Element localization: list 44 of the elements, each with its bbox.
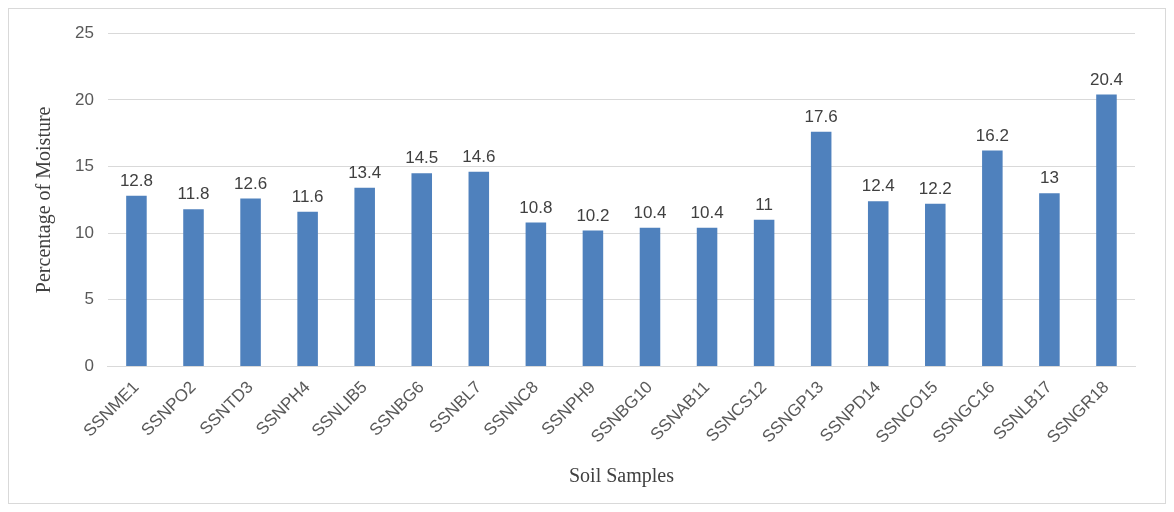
data-label: 10.2	[576, 205, 610, 225]
data-label: 11.8	[177, 184, 210, 204]
y-tick-label: 20	[74, 89, 94, 109]
bar	[1039, 193, 1060, 366]
bar	[982, 150, 1003, 366]
data-label: 10.4	[690, 203, 724, 223]
data-label: 14.6	[462, 147, 496, 167]
data-label: 13.4	[348, 163, 382, 183]
bar	[582, 230, 604, 366]
y-tick-label: 10	[74, 222, 94, 242]
y-tick-label: 25	[74, 22, 94, 42]
bar	[126, 195, 147, 366]
data-label: 11	[755, 195, 773, 215]
bar	[411, 173, 433, 366]
y-tick-label: 15	[74, 156, 94, 176]
bar	[810, 131, 832, 366]
bar	[753, 219, 775, 366]
bar	[867, 201, 889, 366]
bar	[696, 227, 718, 366]
data-label: 10.8	[519, 197, 553, 217]
data-label: 11.6	[291, 187, 324, 207]
data-label: 10.4	[633, 203, 667, 223]
y-tick-label: 5	[84, 289, 94, 309]
y-tick-label: 0	[84, 356, 94, 376]
bar	[354, 187, 375, 366]
data-label: 16.2	[975, 125, 1009, 145]
data-label: 12.4	[861, 176, 895, 196]
bar	[639, 227, 661, 366]
data-label: 12.8	[119, 171, 153, 191]
data-label: 20.4	[1089, 69, 1124, 89]
bar	[240, 198, 261, 366]
data-label: 12.6	[234, 173, 268, 193]
data-label: 13	[1039, 168, 1059, 188]
bar	[297, 211, 318, 366]
bar	[468, 171, 490, 366]
data-label: 17.6	[804, 107, 838, 127]
data-label: 12.2	[918, 179, 952, 199]
bar	[525, 222, 547, 366]
bar	[925, 203, 946, 366]
bar	[183, 209, 204, 366]
bar	[1096, 94, 1117, 366]
data-label: 14.5	[405, 148, 439, 168]
x-axis-title: Soil Samples	[568, 464, 675, 488]
y-axis-title: Percentage of Moisture	[32, 106, 56, 294]
